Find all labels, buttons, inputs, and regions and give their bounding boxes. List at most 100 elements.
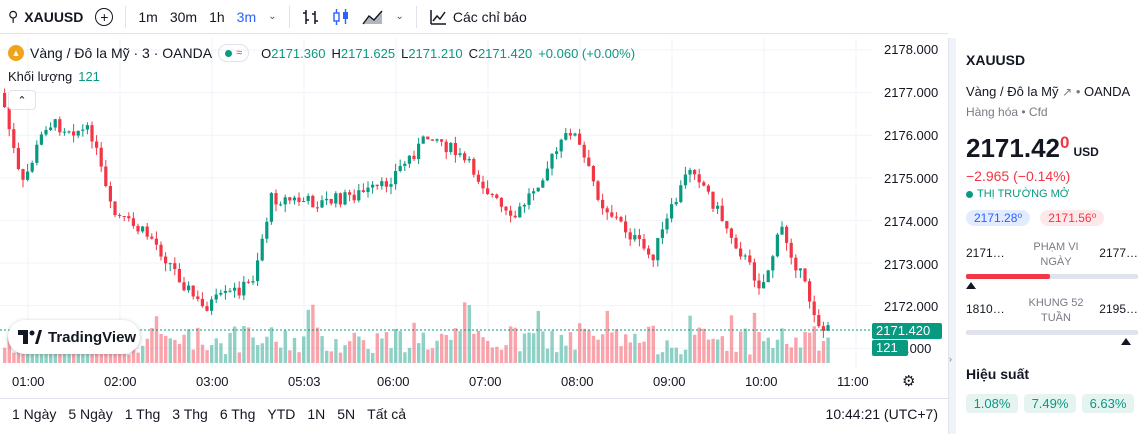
candle-chart-button[interactable] (326, 0, 356, 34)
panel-price: 2171.42 0 USD (966, 133, 1144, 164)
year-range: 1810… KHUNG 52 TUẦN 2195… (966, 292, 1144, 345)
candle-body (95, 141, 99, 148)
candle-body (58, 119, 62, 133)
range-5d[interactable]: 5 Ngày (68, 405, 113, 422)
panel-symbol: XAUUSD (966, 52, 1026, 68)
candle-body (325, 198, 329, 201)
interval-1m[interactable]: 1m (138, 8, 158, 25)
candle-body (716, 205, 720, 209)
price-axis[interactable]: 2178.000 2177.000 2176.000 2175.000 2174… (872, 38, 948, 368)
candle-body (251, 281, 255, 283)
candle-body (504, 206, 508, 211)
volume-bar (752, 312, 757, 363)
volume-bar (743, 328, 747, 363)
day-position-marker-icon (966, 282, 976, 289)
candle-body (660, 229, 664, 239)
volume-bar (325, 350, 329, 363)
y52-range-label: KHUNG 52 TUẦN (1028, 297, 1084, 324)
candle-body (674, 202, 678, 205)
candle-body (587, 157, 591, 167)
volume-bar (706, 339, 711, 363)
candle-body (187, 285, 191, 291)
range-1m[interactable]: 1 Thg (124, 405, 161, 422)
volume-bar (647, 326, 651, 363)
plus-circle-icon: + (95, 7, 114, 26)
price-label: 2175.000 (884, 171, 939, 186)
area-chart-button[interactable] (356, 0, 390, 34)
price-sup: 0 (1059, 133, 1070, 152)
volume-bar (513, 327, 517, 363)
candle-body (771, 256, 775, 271)
symbol-search[interactable]: ⚲ XAUUSD (0, 0, 89, 34)
y52-range-bar (966, 330, 1138, 335)
candle-body (214, 294, 218, 300)
performance-title: Hiệu suất (966, 366, 1030, 382)
chart-settings-button[interactable]: ⚙ (902, 372, 920, 390)
panel-name[interactable]: Vàng / Đô la Mỹ (966, 84, 1059, 99)
volume-bar (670, 347, 674, 363)
interval-3m[interactable]: 3m (236, 8, 257, 25)
candle-body (467, 158, 471, 161)
interval-1h[interactable]: 1h (209, 8, 225, 25)
interval-dropdown[interactable]: ⌄ (262, 0, 282, 34)
clock-timezone[interactable]: 10:44:21 (UTC+7) (825, 405, 938, 422)
chart-area[interactable]: ▲ Vàng / Đô la Mỹ · 3 · OANDA ≈ O2171.36… (0, 38, 948, 394)
volume-bar (619, 346, 623, 363)
volume-bar (352, 332, 356, 363)
perf-cell[interactable]: 7.49% (1024, 394, 1076, 413)
candle-body (476, 174, 480, 182)
time-label: 08:00 (561, 374, 594, 389)
range-1d[interactable]: 1 Ngày (12, 405, 57, 422)
tradingview-logo[interactable]: TradingView (8, 320, 140, 354)
volume-bar (320, 336, 324, 363)
bar-chart-button[interactable] (296, 0, 326, 34)
candle-body (7, 107, 11, 130)
time-axis[interactable]: 01:00 02:00 03:00 05:03 06:00 07:00 08:0… (0, 368, 900, 394)
symbol-label: XAUUSD (24, 8, 84, 25)
candle-body (329, 198, 333, 204)
range-ytd[interactable]: YTD (267, 405, 296, 422)
chevron-down-icon: ⌄ (395, 11, 404, 22)
chart-type-dropdown[interactable]: ⌄ (390, 0, 410, 34)
volume-bar (665, 340, 669, 363)
range-6m[interactable]: 6 Thg (219, 405, 256, 422)
volume-bar (789, 347, 793, 363)
panel-type: Cfd (1028, 105, 1048, 119)
panel-divider[interactable]: › (948, 38, 956, 434)
range-1y[interactable]: 1N (307, 405, 326, 422)
volume-bar (35, 350, 39, 363)
volume-bar (504, 345, 508, 363)
candle-body (343, 192, 347, 205)
volume-bar (394, 328, 398, 363)
range-5y[interactable]: 5N (337, 405, 356, 422)
indicators-button[interactable]: Các chỉ báo (423, 0, 533, 34)
external-link-icon[interactable]: ↗ (1062, 85, 1073, 99)
candle-body (610, 212, 614, 217)
volume-bar (246, 327, 251, 363)
range-all[interactable]: Tất cả (367, 405, 407, 422)
candle-body (637, 235, 641, 239)
interval-30m[interactable]: 30m (169, 8, 198, 25)
candle-body (361, 190, 365, 192)
candle-body (30, 162, 34, 172)
volume-bar (522, 333, 527, 363)
volume-bar (564, 345, 568, 363)
candle-body (748, 255, 752, 263)
perf-cell[interactable]: 6.63% (1082, 394, 1134, 413)
compare-button[interactable]: + (89, 0, 119, 34)
candle-body (550, 153, 554, 169)
candle-body (274, 193, 278, 205)
candle-body (315, 207, 319, 209)
volume-bar (269, 327, 274, 363)
perf-cell[interactable]: 1.08% (966, 394, 1018, 413)
volume-bar (481, 337, 485, 363)
candle-body (39, 134, 43, 145)
market-status-pill[interactable]: ≈ (218, 44, 250, 62)
candle-body (545, 168, 549, 181)
volume-bar (389, 348, 393, 363)
volume-bar (122, 352, 126, 363)
collapse-legend-button[interactable]: ⌃ (8, 90, 36, 110)
range-3m[interactable]: 3 Thg (172, 405, 208, 422)
candle-body (826, 325, 830, 331)
candle-body (150, 236, 154, 239)
